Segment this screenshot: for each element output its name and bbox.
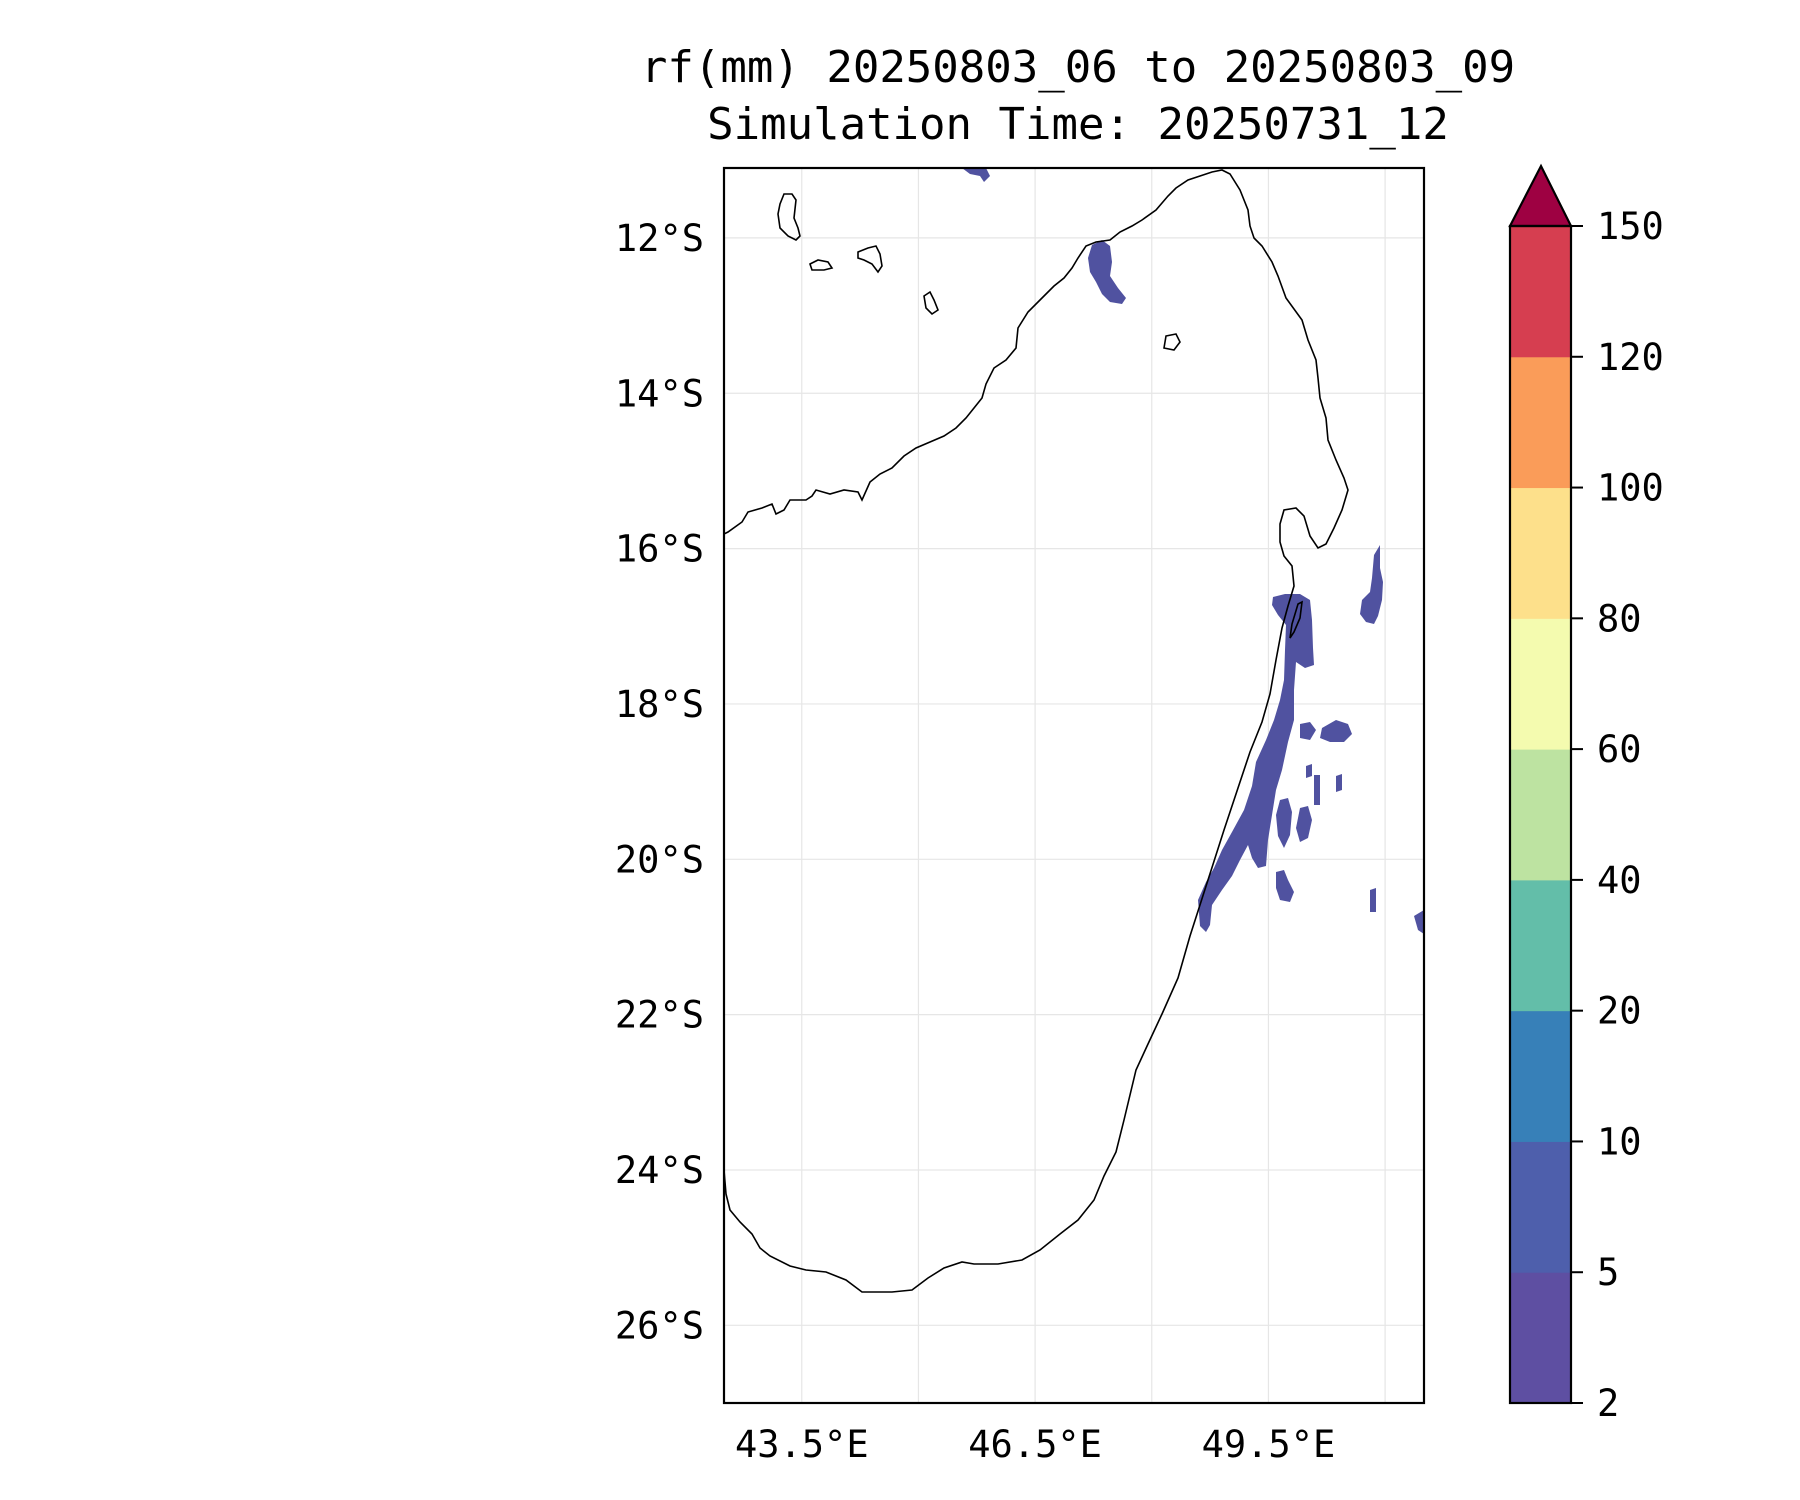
colorbar-segment — [1510, 1272, 1571, 1404]
coastline-nosy-be — [1163, 333, 1181, 351]
lon-tick-labels: 43.5°E 46.5°E 49.5°E — [735, 1423, 1335, 1466]
rain-patch-north — [1088, 240, 1126, 304]
lat-tick-label: 20°S — [615, 838, 704, 881]
rain-patch-sea-2 — [1300, 722, 1316, 740]
coastline-moheli — [809, 259, 834, 271]
rain-patch-ste-marie-east — [1360, 545, 1383, 624]
colorbar-label: 40 — [1597, 859, 1642, 902]
rain-patch-east-coast — [1198, 594, 1314, 932]
coastline — [724, 169, 1349, 1293]
colorbar-segment — [1510, 879, 1571, 1012]
colorbar-extend-arrow — [1508, 163, 1573, 228]
colorbar-segment — [1510, 618, 1571, 750]
title-line-2: Simulation Time: 20250731_12 — [707, 99, 1449, 150]
lat-tick-label: 12°S — [615, 217, 704, 260]
colorbar-segment — [1510, 226, 1571, 358]
lat-tick-label: 22°S — [615, 994, 704, 1037]
colorbar-labels: 2 5 10 20 40 60 80 100 120 150 — [1571, 205, 1664, 1425]
coastline-anjouan — [857, 245, 883, 274]
lat-tick-label: 26°S — [615, 1304, 704, 1347]
rain-patch-sea-8 — [1336, 774, 1342, 792]
title-line-1: rf(mm) 20250803_06 to 20250803_09 — [641, 42, 1515, 93]
lon-tick-label: 43.5°E — [735, 1423, 869, 1466]
coastline-grande-comore — [777, 193, 801, 241]
rain-patch-sea-5 — [1314, 775, 1320, 805]
colorbar-segment — [1510, 487, 1571, 619]
lat-tick-label: 16°S — [615, 528, 704, 571]
rainfall-contours — [962, 168, 1424, 934]
colorbar-segments — [1510, 226, 1571, 1404]
colorbar-segment — [1510, 356, 1571, 489]
rain-patch-sea-6 — [1276, 870, 1294, 902]
coastline-madagascar — [724, 169, 1349, 1293]
colorbar-label: 10 — [1597, 1120, 1642, 1163]
colorbar-segment — [1510, 749, 1571, 881]
lat-tick-label: 14°S — [615, 372, 704, 415]
rain-patch-sea-3 — [1276, 798, 1292, 848]
rain-patch-sea-9 — [1370, 888, 1376, 912]
colorbar-segment — [1510, 1141, 1571, 1273]
lat-tick-labels: 12°S 14°S 16°S 18°S 20°S 22°S 24°S 26°S — [615, 217, 704, 1347]
lon-tick-label: 49.5°E — [1202, 1423, 1336, 1466]
colorbar-segment — [1510, 1010, 1571, 1142]
colorbar-label: 120 — [1597, 336, 1664, 379]
colorbar-label: 80 — [1597, 597, 1642, 640]
lat-tick-label: 24°S — [615, 1149, 704, 1192]
coastline-ste-marie — [1289, 600, 1303, 639]
rain-patch-sea-4 — [1296, 806, 1312, 842]
rain-patch-sea-1 — [1320, 720, 1352, 742]
colorbar-label: 20 — [1597, 990, 1642, 1033]
rain-patch-edge — [1414, 910, 1424, 934]
colorbar-frame — [1508, 224, 1573, 1405]
colorbar-label: 2 — [1597, 1382, 1619, 1425]
map-axes: 12°S14°S16°S18°S20°S22°S24°S26°S 43.5°E 4… — [615, 166, 1426, 1466]
colorbar-label: 150 — [1597, 205, 1664, 248]
rain-patch-sea-7 — [1306, 764, 1312, 778]
rain-patch-top — [962, 168, 990, 182]
lat-tick-label: 18°S — [615, 683, 704, 726]
colorbar-label: 5 — [1597, 1251, 1619, 1294]
colorbar-label: 100 — [1597, 467, 1664, 510]
lon-tick-label: 46.5°E — [968, 1423, 1102, 1466]
colorbar-label: 60 — [1597, 728, 1642, 771]
coastline-mayotte — [923, 290, 939, 316]
colorbar: 2 5 10 20 40 60 80 100 120 150 — [1508, 163, 1664, 1425]
map-frame — [722, 166, 1426, 1405]
